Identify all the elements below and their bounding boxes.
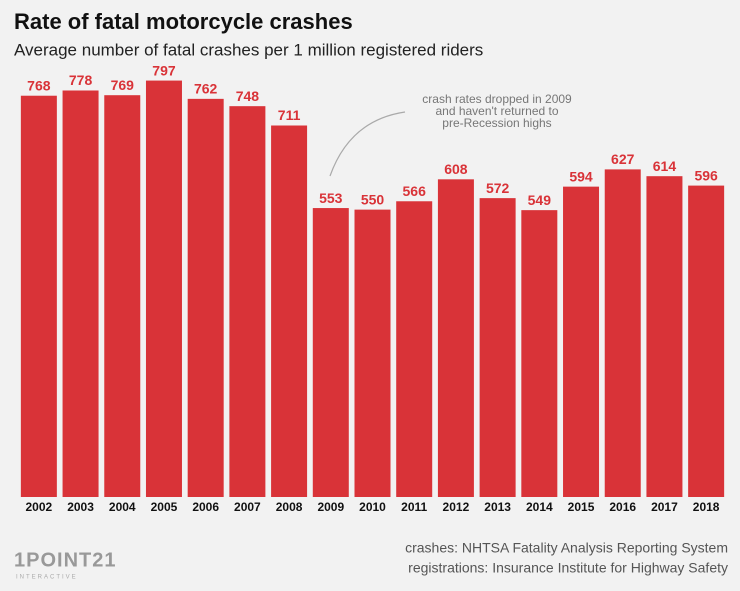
bar — [646, 176, 683, 497]
bar — [688, 185, 725, 497]
bar — [396, 201, 433, 497]
data-label: 768 — [27, 77, 51, 93]
bar — [20, 95, 57, 497]
data-label: 748 — [236, 88, 260, 104]
data-label: 550 — [361, 191, 385, 207]
chart-subtitle: Average number of fatal crashes per 1 mi… — [14, 40, 483, 59]
source: registrations: Insurance Institute for H… — [408, 560, 728, 576]
data-label: 778 — [69, 72, 93, 88]
data-label: 608 — [444, 161, 468, 177]
x-tick-label: 2007 — [234, 500, 261, 514]
bar — [271, 125, 308, 497]
annotation: pre-Recession highs — [442, 116, 551, 130]
source: crashes: NHTSA Fatality Analysis Reporti… — [405, 540, 728, 556]
bar — [521, 210, 558, 497]
logo-tagline: INTERACTIVE — [16, 575, 78, 581]
bar — [312, 208, 349, 497]
x-tick-label: 2002 — [26, 500, 53, 514]
data-label: 627 — [611, 151, 635, 167]
data-label: 797 — [152, 62, 176, 78]
bar — [229, 106, 266, 498]
bar — [104, 95, 141, 497]
x-tick-label: 2013 — [484, 500, 511, 514]
bar — [62, 90, 99, 498]
bar — [354, 209, 391, 497]
x-tick-label: 2008 — [276, 500, 303, 514]
bar — [145, 80, 182, 497]
bar — [604, 169, 641, 497]
data-label: 594 — [569, 168, 593, 184]
x-tick-label: 2016 — [609, 500, 636, 514]
annotation: and haven't returned to — [435, 104, 558, 118]
bar — [437, 179, 474, 497]
x-tick-label: 2010 — [359, 500, 386, 514]
x-tick-label: 2014 — [526, 500, 553, 514]
data-label: 614 — [653, 158, 677, 174]
data-label: 769 — [111, 77, 135, 93]
logo: 1POINT21 — [14, 549, 116, 571]
data-label: 566 — [403, 183, 427, 199]
x-tick-label: 2003 — [67, 500, 94, 514]
data-label: 572 — [486, 180, 510, 196]
data-label: 762 — [194, 81, 218, 97]
annotation: crash rates dropped in 2009 — [422, 92, 572, 106]
x-tick-label: 2012 — [443, 500, 470, 514]
x-tick-label: 2005 — [151, 500, 178, 514]
x-tick-label: 2018 — [693, 500, 720, 514]
chart-title: Rate of fatal motorcycle crashes — [14, 9, 353, 34]
x-tick-label: 2011 — [401, 500, 427, 514]
data-label: 553 — [319, 190, 343, 206]
data-label: 549 — [528, 192, 552, 208]
x-tick-label: 2015 — [568, 500, 595, 514]
data-label: 596 — [694, 167, 718, 183]
bar — [479, 198, 516, 497]
x-tick-label: 2009 — [317, 500, 344, 514]
data-label: 711 — [278, 107, 301, 123]
bar — [187, 98, 224, 497]
x-tick-label: 2017 — [651, 500, 678, 514]
annotation-leader — [329, 111, 406, 177]
x-tick-label: 2006 — [192, 500, 219, 514]
bar — [563, 186, 600, 497]
x-tick-label: 2004 — [109, 500, 136, 514]
